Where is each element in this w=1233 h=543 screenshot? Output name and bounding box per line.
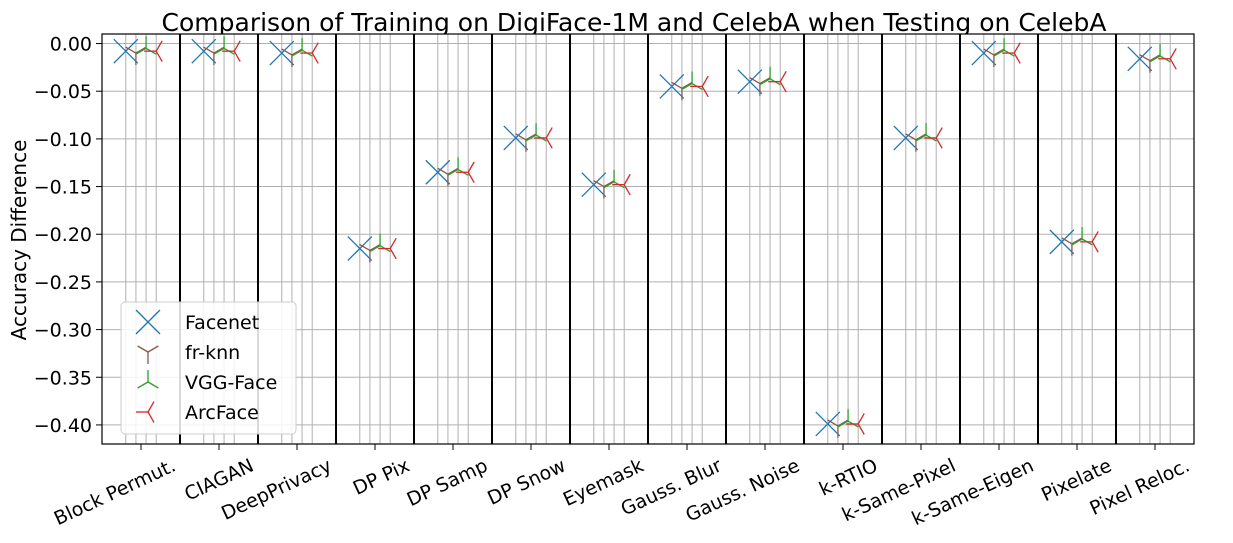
data-point-fr-knn xyxy=(749,77,771,96)
data-point-fr-knn xyxy=(359,243,381,263)
data-point-arcface xyxy=(690,75,709,98)
data-point-arcface xyxy=(144,40,163,62)
y-tick-label: −0.10 xyxy=(34,129,92,151)
y-tick-label: −0.40 xyxy=(34,415,92,437)
data-point-fr-knn xyxy=(437,167,459,187)
x-tick-label: Block Permut. xyxy=(51,455,179,530)
y-tick-label: −0.15 xyxy=(34,177,92,199)
data-point-arcface xyxy=(768,70,787,93)
data-point-facenet xyxy=(971,40,997,66)
data-point-arcface xyxy=(222,40,241,62)
legend-label: ArcFace xyxy=(185,402,259,424)
data-point-facenet xyxy=(737,69,763,95)
data-point-facenet xyxy=(269,40,295,66)
plot-frame xyxy=(101,33,1195,445)
data-point-facenet xyxy=(1049,229,1075,255)
data-point-arcface xyxy=(456,161,475,183)
legend: Facenet fr-knn VGG-Face ArcFace xyxy=(120,301,297,435)
y-tick-label: −0.30 xyxy=(34,320,92,342)
data-point-arcface xyxy=(924,127,943,149)
data-point-fr-knn xyxy=(1139,54,1161,73)
x-tick-label: DP Samp xyxy=(404,455,492,511)
data-point-facenet xyxy=(581,172,607,198)
data-point-facenet xyxy=(503,125,529,151)
data-point-fr-knn xyxy=(593,179,615,199)
data-point-arcface xyxy=(1002,42,1021,64)
y-tick-label: −0.25 xyxy=(34,272,92,294)
legend-marker-arcface xyxy=(136,401,155,423)
data-point-arcface xyxy=(1158,48,1177,70)
chart-title: Comparison of Training on DigiFace-1M an… xyxy=(162,8,1107,37)
y-tick-label: −0.20 xyxy=(34,224,92,246)
data-point-fr-knn xyxy=(827,419,849,438)
legend-marker-vgg-face xyxy=(137,370,159,389)
data-point-fr-knn xyxy=(125,46,147,66)
data-point-facenet xyxy=(191,38,217,64)
legend-marker-fr-knn xyxy=(137,345,159,364)
data-point-arcface xyxy=(846,413,865,435)
legend-box xyxy=(120,301,297,435)
data-point-arcface xyxy=(378,237,397,260)
data-point-fr-knn xyxy=(1061,237,1083,256)
data-point-fr-knn xyxy=(281,48,303,67)
data-point-facenet xyxy=(893,125,919,151)
data-point-facenet xyxy=(113,38,139,64)
data-point-facenet xyxy=(425,159,451,185)
data-point-fr-knn xyxy=(515,133,537,152)
data-point-arcface xyxy=(1080,231,1099,253)
data-point-facenet xyxy=(659,73,685,99)
y-tick-label: 0.00 xyxy=(50,34,92,56)
data-point-arcface xyxy=(300,42,319,64)
data-point-fr-knn xyxy=(905,133,927,152)
legend-label: fr-knn xyxy=(185,342,240,364)
data-point-fr-knn xyxy=(203,46,225,66)
y-tick-label: −0.35 xyxy=(34,367,92,389)
x-tick-label: DP Snow xyxy=(484,455,569,510)
y-axis-label: Accuracy Difference xyxy=(7,140,31,341)
data-point-fr-knn xyxy=(983,48,1005,67)
y-tick-label: −0.05 xyxy=(34,81,92,103)
legend-label: Facenet xyxy=(185,312,259,334)
data-point-arcface xyxy=(612,173,631,196)
plot-area: 0.00 −0.05 −0.10 −0.15 −0.20 −0.25 −0.30 −0.35 −… xyxy=(34,33,1195,530)
data-point-fr-knn xyxy=(671,81,693,101)
legend-label: VGG-Face xyxy=(185,372,277,394)
data-point-facenet xyxy=(1127,46,1153,72)
data-point-facenet xyxy=(815,411,841,437)
data-point-arcface xyxy=(534,127,553,149)
legend-marker-facenet xyxy=(135,309,161,335)
data-point-facenet xyxy=(347,236,373,261)
